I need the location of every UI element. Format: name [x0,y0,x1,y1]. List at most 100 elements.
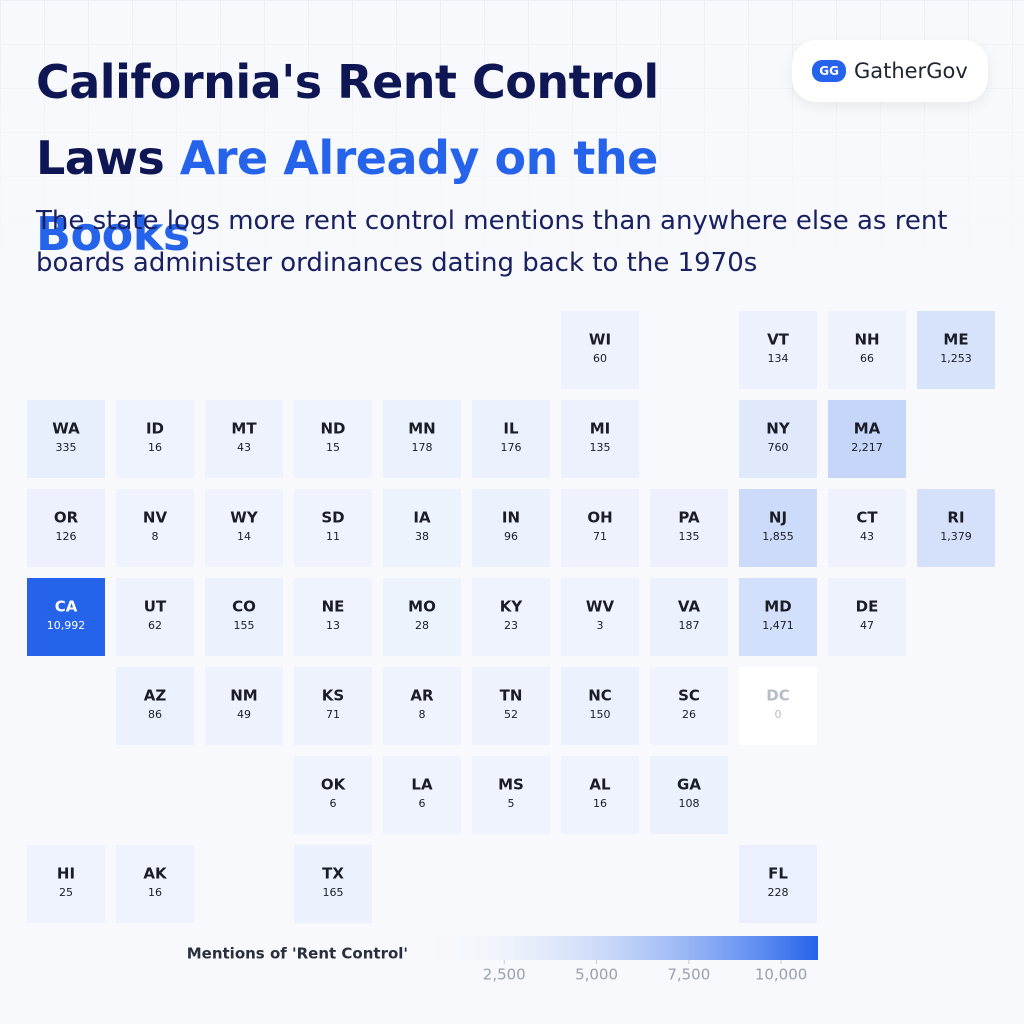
tile-label: WY [230,509,259,527]
tile [917,489,995,567]
brand-badge: GG GatherGov [792,40,988,102]
tile-value: 126 [56,530,77,543]
colorbar-title: Mentions of 'Rent Control' [187,945,408,963]
tile-value: 150 [590,708,611,721]
tile [650,578,728,656]
tile-label: MO [408,598,436,616]
tile-value: 0 [775,708,782,721]
tile [472,489,550,567]
tile [27,489,105,567]
tile [383,400,461,478]
tile [294,667,372,745]
tile-value: 16 [593,797,607,810]
tile [828,311,906,389]
tile-value: 228 [768,886,789,899]
tile-value: 134 [768,352,789,365]
tile [561,756,639,834]
tile [116,489,194,567]
tile-value: 14 [237,530,251,543]
tile-label: MA [854,420,881,438]
tile [205,578,283,656]
tile [561,311,639,389]
subtitle: The state logs more rent control mention… [36,206,948,278]
tile [383,578,461,656]
tile [383,756,461,834]
tile-label: NM [230,687,257,705]
tile-value: 8 [419,708,426,721]
tile-label: DC [766,687,789,705]
tile [27,578,105,656]
tile-value: 62 [148,619,162,632]
tile-label: TX [322,865,344,883]
tile [116,400,194,478]
tile-value: 6 [330,797,337,810]
tile-label: RI [947,509,964,527]
tile-value: 2,217 [851,441,883,454]
tile [739,489,817,567]
tile-label: OH [587,509,612,527]
colorbar-tick-label: 2,500 [483,966,526,984]
tile-value: 66 [860,352,874,365]
tile-label: MT [231,420,257,438]
tile-value: 26 [682,708,696,721]
tile-value: 8 [152,530,159,543]
tile [472,667,550,745]
tile-label: ND [320,420,345,438]
tile [472,400,550,478]
tile-label: VA [678,598,701,616]
tile-value: 96 [504,530,518,543]
tile-value: 178 [412,441,433,454]
title-main: California's Rent Control Laws [36,55,659,185]
tile-label: OR [54,509,79,527]
tile [739,845,817,923]
tile-label: AL [589,776,611,794]
tile-label: MN [408,420,435,438]
tile [917,311,995,389]
tile-value: 16 [148,886,162,899]
tile [27,845,105,923]
tile-value: 6 [419,797,426,810]
tile-value: 60 [593,352,607,365]
tile [27,400,105,478]
tile-value: 5 [508,797,515,810]
tile [294,578,372,656]
tile-value: 135 [590,441,611,454]
tile-label: UT [144,598,167,616]
tile-label: SC [678,687,700,705]
tile-label: WI [589,331,611,349]
title-highlight: Are Already on the Books [36,131,658,261]
tile-label: ME [943,331,968,349]
tile [294,845,372,923]
tile-label: LA [411,776,433,794]
tile-label: NE [322,598,345,616]
tile [116,578,194,656]
brand-icon: GG [812,60,846,82]
tile [472,578,550,656]
tile-value: 108 [679,797,700,810]
tile [828,489,906,567]
tile-label: WV [586,598,615,616]
tile-value: 43 [237,441,251,454]
colorbar-tick-label: 5,000 [575,966,618,984]
tile-label: HI [57,865,75,883]
tile [561,400,639,478]
tile-label: MD [764,598,791,616]
tile-value: 23 [504,619,518,632]
tile-value: 86 [148,708,162,721]
tile [294,400,372,478]
tile [739,311,817,389]
tile-value: 335 [56,441,77,454]
tile [650,667,728,745]
tile-value: 1,855 [762,530,794,543]
tile-label: OK [321,776,347,794]
tile [561,578,639,656]
tile-label: NJ [769,509,787,527]
tile [561,667,639,745]
tile-value: 38 [415,530,429,543]
tile [472,756,550,834]
tile-value: 25 [59,886,73,899]
tile [383,489,461,567]
tile [294,489,372,567]
tile [205,400,283,478]
